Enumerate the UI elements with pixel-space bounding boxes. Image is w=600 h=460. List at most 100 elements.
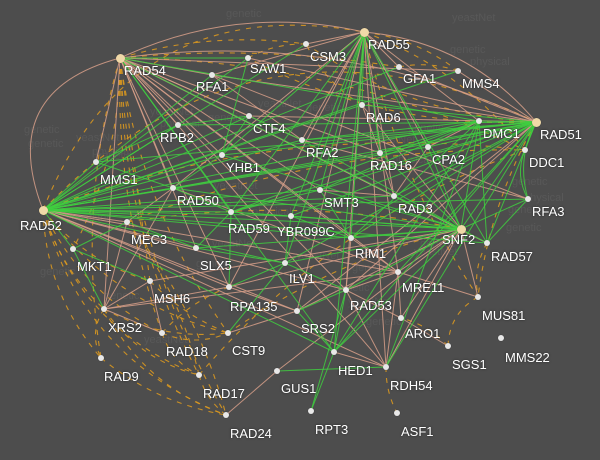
edge-physical bbox=[296, 31, 365, 312]
edge-yeastNet bbox=[149, 280, 229, 334]
node-label: RAD57 bbox=[491, 249, 533, 264]
graph-node[interactable] bbox=[226, 284, 232, 290]
node-label: RAD16 bbox=[370, 158, 412, 173]
edge-genetic bbox=[230, 120, 480, 213]
edge-yeastNet bbox=[42, 24, 365, 211]
graph-node[interactable] bbox=[219, 152, 225, 158]
node-label: ILV1 bbox=[289, 271, 315, 286]
graph-node[interactable] bbox=[348, 235, 354, 241]
edge-genetic bbox=[361, 104, 537, 123]
graph-node[interactable] bbox=[522, 147, 528, 153]
edge-genetic bbox=[221, 154, 462, 230]
node-label: RDH54 bbox=[390, 378, 433, 393]
graph-node[interactable] bbox=[223, 412, 229, 418]
graph-node[interactable] bbox=[445, 343, 451, 349]
graph-node[interactable] bbox=[359, 102, 365, 108]
edge-genetic bbox=[427, 146, 462, 230]
graph-node[interactable] bbox=[274, 368, 280, 374]
graph-node[interactable] bbox=[147, 278, 153, 284]
node-label: MSH6 bbox=[154, 291, 191, 306]
graph-node[interactable] bbox=[196, 372, 202, 378]
graph-node[interactable] bbox=[394, 410, 400, 416]
edge-yeastNet bbox=[363, 31, 479, 298]
edge-genetic bbox=[42, 189, 321, 211]
graph-node[interactable] bbox=[170, 185, 176, 191]
node-label: MEC3 bbox=[131, 232, 168, 247]
graph-node[interactable] bbox=[124, 219, 130, 225]
graph-node[interactable] bbox=[38, 205, 48, 215]
edge-genetic bbox=[230, 121, 537, 213]
edge-yeastNet bbox=[161, 332, 229, 341]
graph-node[interactable] bbox=[476, 118, 482, 124]
graph-node[interactable] bbox=[70, 246, 76, 252]
graph-node[interactable] bbox=[425, 144, 431, 150]
graph-node[interactable] bbox=[159, 330, 165, 336]
graph-node[interactable] bbox=[343, 287, 349, 293]
edge-physical bbox=[457, 70, 537, 123]
edge-genetic bbox=[95, 124, 179, 163]
graph-node[interactable] bbox=[391, 193, 397, 199]
graph-node[interactable] bbox=[294, 308, 300, 314]
graph-node[interactable] bbox=[331, 349, 337, 355]
graph-node[interactable] bbox=[225, 330, 231, 336]
edge-physical bbox=[228, 286, 298, 312]
graph-node[interactable] bbox=[246, 113, 252, 119]
graph-node[interactable] bbox=[383, 364, 389, 370]
graph-node[interactable] bbox=[531, 117, 541, 127]
edge-genetic bbox=[172, 187, 232, 213]
graph-node[interactable] bbox=[525, 196, 531, 202]
graph-node[interactable] bbox=[288, 213, 294, 219]
graph-node[interactable] bbox=[209, 72, 215, 78]
node-label: ASF1 bbox=[401, 424, 434, 439]
edge-physical bbox=[333, 351, 387, 368]
edge-genetic bbox=[95, 121, 537, 163]
graph-node[interactable] bbox=[93, 159, 99, 165]
graph-node[interactable] bbox=[396, 64, 402, 70]
node-label: MRE11 bbox=[402, 280, 445, 295]
edge-genetic bbox=[72, 248, 151, 282]
graph-node[interactable] bbox=[475, 294, 481, 300]
node-label: GUS1 bbox=[281, 381, 317, 396]
edge-yeastNet bbox=[42, 209, 151, 282]
edge-genetic bbox=[333, 31, 365, 353]
graph-node[interactable] bbox=[377, 150, 383, 156]
graph-node[interactable] bbox=[98, 355, 104, 361]
graph-node[interactable] bbox=[498, 335, 504, 341]
node-label: ARO1 bbox=[405, 326, 441, 341]
edge-physical bbox=[42, 209, 387, 368]
node-label: MMS4 bbox=[462, 76, 500, 91]
edge-yeastNet bbox=[247, 43, 307, 59]
edge-genetic bbox=[221, 31, 365, 156]
graph-node[interactable] bbox=[303, 41, 309, 47]
graph-node[interactable] bbox=[245, 55, 251, 61]
graph-node[interactable] bbox=[193, 245, 199, 251]
graph-node[interactable] bbox=[359, 27, 369, 37]
edge-genetic bbox=[42, 146, 429, 211]
edge-genetic bbox=[42, 70, 459, 211]
graph-node[interactable] bbox=[228, 209, 234, 215]
node-label: MMS22 bbox=[505, 350, 550, 365]
graph-node[interactable] bbox=[299, 137, 305, 143]
graph-node[interactable] bbox=[308, 408, 314, 414]
edge-genetic bbox=[460, 198, 529, 230]
graph-node[interactable] bbox=[395, 269, 401, 275]
graph-node[interactable] bbox=[282, 260, 288, 266]
edge-genetic bbox=[195, 211, 232, 249]
edge-physical bbox=[227, 310, 298, 334]
graph-node[interactable] bbox=[115, 53, 125, 63]
edge-physical bbox=[301, 31, 365, 141]
graph-node[interactable] bbox=[317, 187, 323, 193]
edge-yeastNet bbox=[400, 317, 449, 347]
graph-node[interactable] bbox=[101, 306, 107, 312]
graph-node[interactable] bbox=[456, 224, 466, 234]
edge-genetic bbox=[350, 120, 480, 239]
graph-node[interactable] bbox=[175, 122, 181, 128]
node-label: GFA1 bbox=[403, 71, 437, 86]
graph-node[interactable] bbox=[398, 315, 404, 321]
edge-genetic bbox=[42, 209, 292, 217]
graph-node[interactable] bbox=[455, 68, 461, 74]
graph-node[interactable] bbox=[484, 240, 490, 246]
edge-physical bbox=[211, 74, 537, 123]
edge-genetic bbox=[42, 66, 400, 211]
